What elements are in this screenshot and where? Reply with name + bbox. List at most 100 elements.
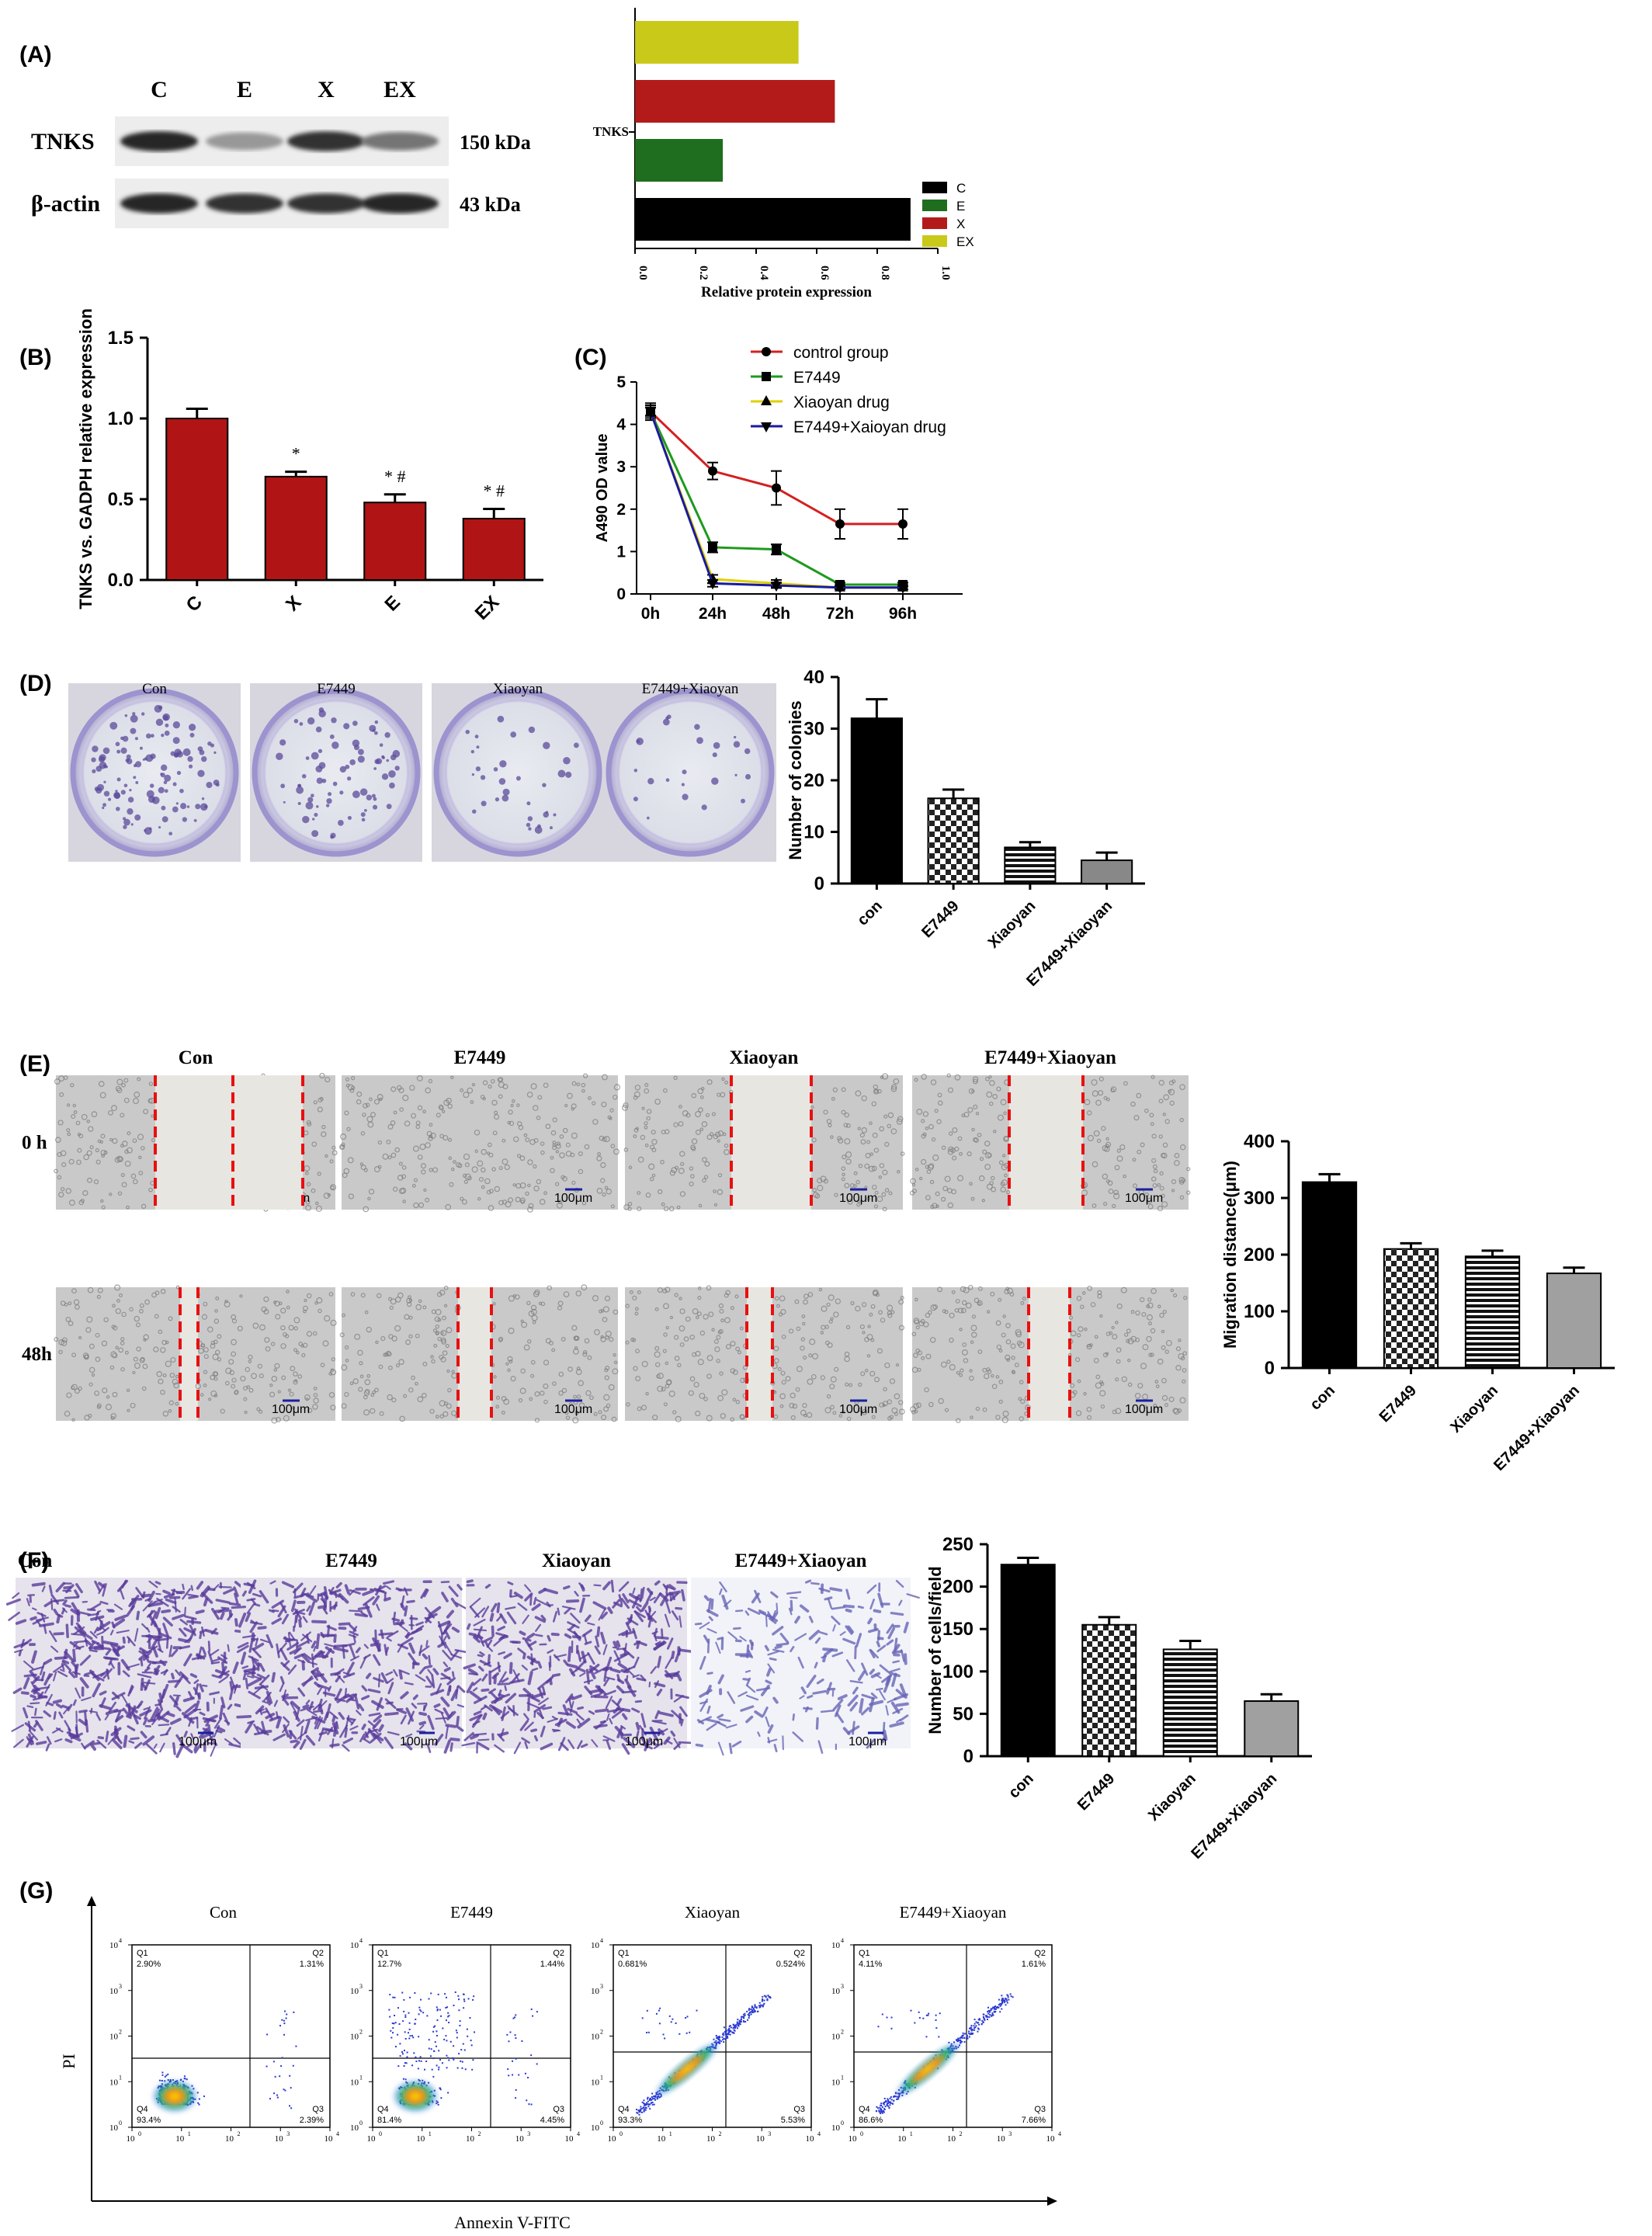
cell [603, 1136, 610, 1143]
cell [266, 1697, 271, 1706]
cell [494, 1744, 505, 1753]
decade-exponent: 2 [238, 2130, 241, 2137]
cell [501, 1706, 506, 1721]
cell [108, 1109, 113, 1116]
cell [613, 1094, 618, 1100]
cell [717, 1637, 724, 1641]
cell [403, 1394, 408, 1398]
cell [858, 1382, 862, 1387]
cell [893, 1078, 900, 1085]
colony [134, 814, 141, 821]
cell [938, 1100, 943, 1106]
cell [703, 1634, 710, 1644]
cell [834, 1193, 838, 1197]
cell [265, 1707, 273, 1720]
colony [733, 741, 741, 748]
cell [374, 1387, 379, 1393]
cell [416, 1075, 423, 1082]
cell [623, 1204, 630, 1210]
legend-marker [761, 395, 772, 405]
cell [537, 1679, 550, 1690]
cell [88, 1413, 92, 1418]
cell [735, 1400, 741, 1404]
cell [203, 1301, 208, 1307]
event [281, 2057, 283, 2059]
event [403, 2050, 405, 2052]
cell [609, 1116, 613, 1120]
cell [390, 1298, 397, 1305]
cell [695, 1410, 701, 1417]
cell [387, 1394, 393, 1401]
cell [689, 1334, 696, 1340]
cell [393, 1668, 398, 1677]
colony [276, 752, 283, 760]
cell [812, 1192, 819, 1198]
quadrant-value: 1.44% [540, 1960, 564, 1969]
cell [349, 1088, 355, 1093]
cell [83, 1674, 90, 1678]
cell [484, 1584, 491, 1589]
panel-label-F: (F) [19, 1548, 49, 1574]
cell [1102, 1173, 1109, 1180]
cell [744, 1669, 751, 1673]
cell [406, 1297, 412, 1304]
cell [436, 1330, 440, 1335]
cell [911, 1183, 916, 1187]
cell [109, 1365, 115, 1370]
cell [533, 1735, 539, 1741]
cell [674, 1165, 679, 1170]
cell [896, 1118, 903, 1125]
cell [918, 1350, 922, 1356]
colony [158, 786, 165, 793]
cell [630, 1337, 635, 1342]
colony [373, 797, 377, 801]
decade-label: 10 [350, 2033, 359, 2042]
colony [186, 805, 190, 808]
cell [205, 1720, 210, 1727]
cell [594, 1645, 601, 1655]
cell [363, 1738, 371, 1744]
cell [1020, 1399, 1026, 1404]
cell [810, 1373, 817, 1380]
cell [834, 1366, 839, 1372]
cell [533, 1105, 539, 1111]
cell [610, 1144, 616, 1149]
cell [125, 1663, 140, 1669]
cell [1014, 1363, 1019, 1367]
cell [50, 1593, 59, 1605]
cell [168, 1400, 174, 1405]
cell [498, 1200, 504, 1206]
cell [127, 1131, 131, 1136]
cell [899, 1714, 909, 1722]
cell [949, 1312, 955, 1318]
cell [750, 1641, 754, 1651]
cell [1147, 1203, 1154, 1210]
cell [370, 1732, 382, 1743]
cell [804, 1579, 812, 1584]
cell [384, 1711, 399, 1717]
cell [393, 1110, 397, 1115]
cell [140, 1658, 144, 1667]
cell [551, 1728, 561, 1732]
cell [866, 1196, 871, 1201]
cell [947, 1087, 953, 1093]
cell [390, 1120, 396, 1126]
cell [969, 1182, 973, 1186]
cell [637, 1206, 642, 1212]
cell [279, 1682, 285, 1693]
colony [127, 808, 134, 815]
cell [828, 1123, 832, 1127]
colony [115, 790, 118, 793]
cell [1170, 1288, 1175, 1293]
cell [1000, 1186, 1006, 1193]
cell [311, 1188, 316, 1193]
cell [279, 1675, 285, 1685]
event [436, 2045, 438, 2047]
colony [563, 756, 571, 765]
cell [603, 1406, 609, 1412]
cell [123, 1734, 128, 1748]
cell [72, 1103, 77, 1108]
cell [467, 1668, 478, 1675]
cell [155, 1713, 170, 1723]
y-tick-label: 30 [803, 719, 824, 740]
